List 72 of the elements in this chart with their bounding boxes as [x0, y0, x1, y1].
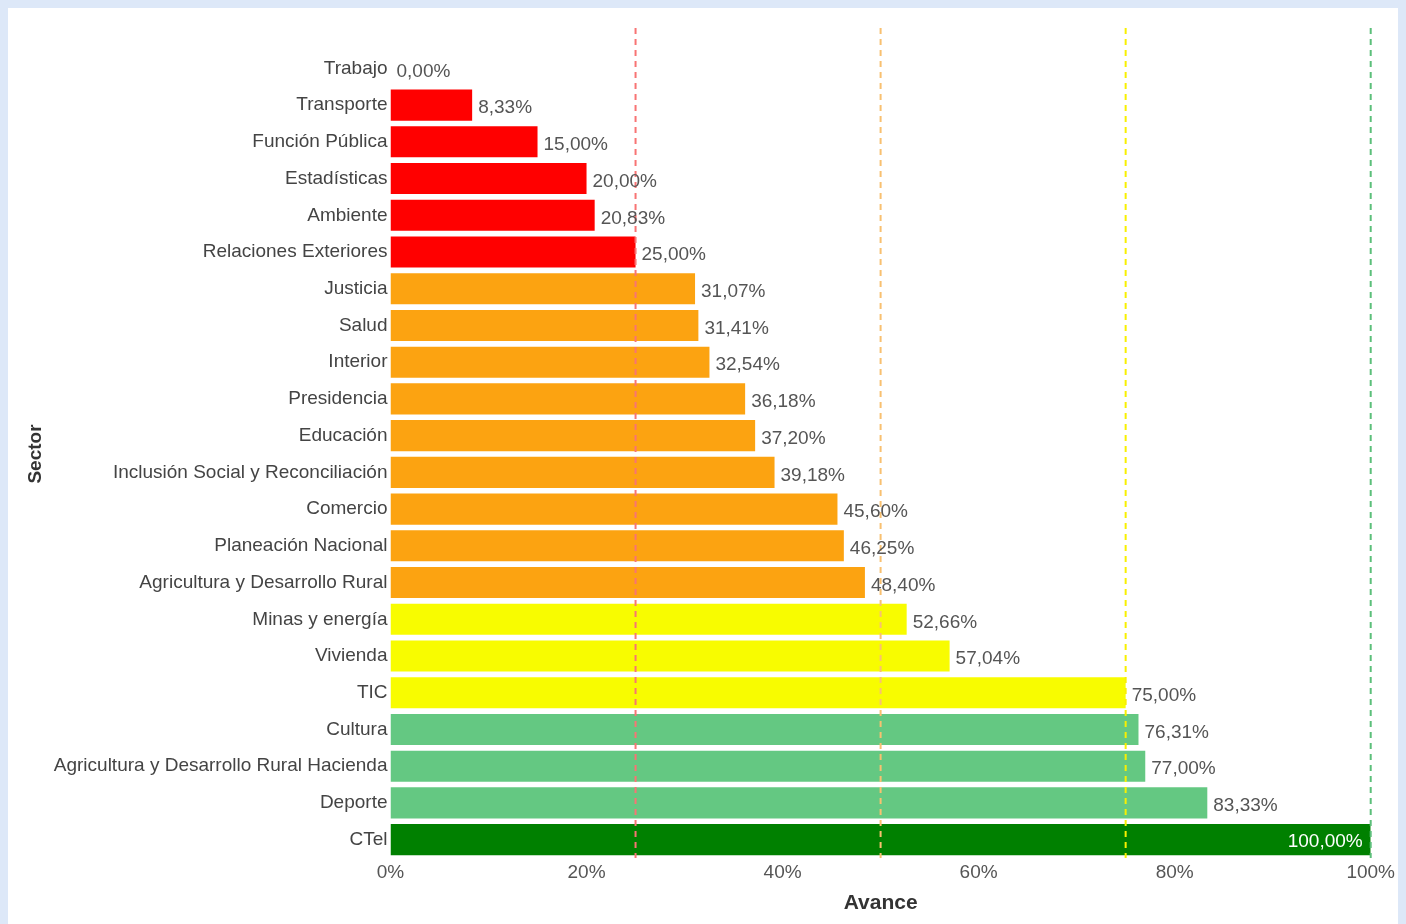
bar: [390, 89, 473, 121]
data-label: 45,60%: [843, 500, 909, 522]
y-tick-label: CTel: [349, 827, 388, 849]
y-tick-label: Deporte: [319, 791, 388, 813]
data-label: 0,00%: [396, 59, 451, 81]
y-tick-label: Cultura: [326, 717, 388, 739]
bar: [390, 163, 587, 195]
data-label: 76,31%: [1144, 720, 1210, 742]
bar: [390, 309, 699, 341]
bar: [390, 383, 746, 415]
x-tick-label: 100%: [1346, 860, 1396, 882]
data-label: 48,40%: [870, 573, 936, 595]
x-tick-label: 40%: [763, 860, 802, 882]
bar: [390, 126, 538, 158]
y-tick-label: Inclusión Social y Reconciliación: [112, 460, 388, 482]
x-tick-label: 80%: [1155, 860, 1194, 882]
bar: [390, 567, 865, 599]
data-label: 37,20%: [761, 426, 826, 448]
x-tick-label: 60%: [959, 860, 998, 882]
y-tick-label: Justicia: [324, 276, 388, 298]
x-tick-label: 0%: [376, 860, 405, 882]
data-label: 52,66%: [912, 610, 978, 632]
bar: [390, 199, 595, 231]
bar: [390, 346, 710, 378]
y-tick-label: Minas y energía: [252, 607, 388, 629]
bar: [390, 236, 636, 268]
bar: [390, 713, 1139, 745]
bar: [390, 420, 756, 452]
data-label: 31,41%: [704, 316, 769, 338]
data-label: 15,00%: [543, 133, 609, 155]
y-axis-title: Sector: [23, 423, 45, 484]
y-tick-label: Educación: [298, 423, 388, 445]
bar: [390, 750, 1146, 782]
bar: [390, 273, 696, 305]
bar: [390, 640, 950, 672]
y-tick-label: Función Pública: [252, 130, 388, 152]
data-label: 8,33%: [478, 96, 533, 118]
x-axis-title: Avance: [843, 890, 918, 914]
bar: [390, 456, 775, 488]
data-label: 32,54%: [715, 353, 780, 375]
data-label: 77,00%: [1151, 757, 1216, 779]
y-tick-label: Interior: [328, 350, 389, 372]
y-tick-label: Salud: [338, 313, 388, 335]
bar: [390, 787, 1208, 819]
data-label: 31,07%: [701, 279, 766, 301]
y-tick-label: Trabajo: [323, 56, 388, 78]
bar: [390, 603, 907, 635]
data-label: 100,00%: [1287, 829, 1363, 851]
y-tick-label: Comercio: [306, 497, 388, 519]
bar: [390, 493, 838, 525]
x-tick-label: 20%: [567, 860, 606, 882]
data-label: 75,00%: [1131, 683, 1197, 705]
y-tick-label: Planeación Nacional: [214, 534, 388, 556]
data-label: 36,18%: [751, 390, 816, 412]
y-tick-label: Presidencia: [288, 387, 388, 409]
data-label: 83,33%: [1213, 794, 1278, 816]
data-label: 46,25%: [849, 537, 915, 559]
data-label: 39,18%: [780, 463, 846, 485]
y-tick-label: Relaciones Exteriores: [202, 240, 388, 262]
y-tick-label: Vivienda: [314, 644, 388, 666]
y-tick-label: Agricultura y Desarrollo Rural: [139, 570, 388, 592]
y-tick-label: Estadísticas: [285, 166, 388, 188]
bar: [390, 530, 844, 562]
data-label: 20,83%: [600, 206, 666, 228]
y-tick-label: Transporte: [296, 93, 388, 115]
bar: [390, 824, 1371, 856]
data-label: 25,00%: [641, 243, 707, 265]
y-tick-label: TIC: [356, 680, 388, 702]
data-label: 20,00%: [592, 169, 658, 191]
y-tick-label: Ambiente: [307, 203, 388, 225]
data-label: 57,04%: [955, 647, 1021, 669]
y-tick-label: Agricultura y Desarrollo Rural Hacienda: [53, 754, 388, 776]
